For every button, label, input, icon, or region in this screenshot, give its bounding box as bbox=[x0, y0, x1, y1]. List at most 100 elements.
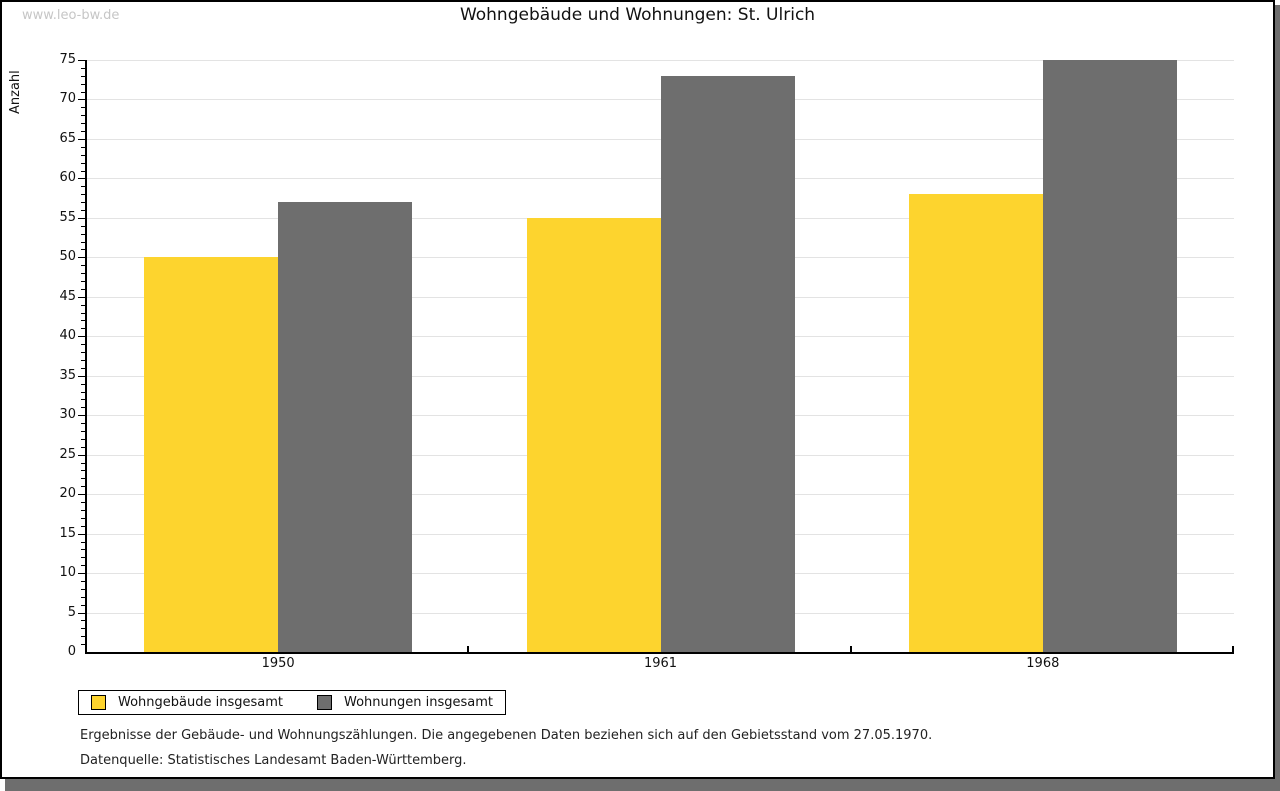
x-tick-label-1961: 1961 bbox=[643, 656, 678, 671]
y-major-tick-45 bbox=[78, 296, 85, 298]
legend-item-1: Wohnungen insgesamt bbox=[317, 695, 493, 710]
legend-item-label: Wohnungen insgesamt bbox=[344, 695, 493, 710]
y-major-tick-55 bbox=[78, 217, 85, 219]
y-minor-tick-9 bbox=[81, 580, 85, 582]
y-minor-tick-43 bbox=[81, 312, 85, 314]
y-minor-tick-59 bbox=[81, 186, 85, 188]
y-minor-tick-31 bbox=[81, 407, 85, 409]
y-minor-tick-47 bbox=[81, 281, 85, 283]
x-tick-label-1968: 1968 bbox=[1026, 656, 1060, 671]
bar-wohnungen-1950 bbox=[278, 202, 413, 652]
y-major-tick-20 bbox=[78, 494, 85, 496]
y-minor-tick-22 bbox=[81, 478, 85, 480]
y-minor-tick-57 bbox=[81, 202, 85, 204]
y-minor-tick-21 bbox=[81, 486, 85, 488]
y-minor-tick-6 bbox=[81, 604, 85, 606]
y-minor-tick-58 bbox=[81, 194, 85, 196]
x-boundary-tick-1 bbox=[467, 646, 470, 652]
bar-wohnungen-1961 bbox=[660, 75, 795, 652]
y-minor-tick-61 bbox=[81, 170, 85, 172]
y-minor-tick-36 bbox=[81, 367, 85, 369]
y-minor-tick-2 bbox=[81, 636, 85, 638]
bar-wohngebaeude-1961 bbox=[526, 217, 661, 652]
y-minor-tick-71 bbox=[81, 91, 85, 93]
y-minor-tick-28 bbox=[81, 431, 85, 432]
y-minor-tick-63 bbox=[81, 154, 85, 156]
y-minor-tick-8 bbox=[81, 588, 85, 590]
y-minor-tick-12 bbox=[81, 557, 85, 559]
footnote-line-2: Datenquelle: Statistisches Landesamt Bad… bbox=[80, 753, 467, 768]
y-minor-tick-38 bbox=[81, 352, 85, 354]
y-minor-tick-64 bbox=[81, 146, 85, 148]
footnote-line-1: Ergebnisse der Gebäude- und Wohnungszähl… bbox=[80, 728, 933, 743]
y-minor-tick-51 bbox=[81, 249, 85, 251]
y-minor-tick-7 bbox=[81, 596, 85, 598]
y-minor-tick-34 bbox=[81, 383, 85, 385]
y-minor-tick-17 bbox=[81, 517, 85, 519]
y-tick-label-15: 15 bbox=[59, 525, 76, 541]
bar-wohngebaeude-1950 bbox=[144, 257, 279, 652]
legend-item-0: Wohngebäude insgesamt bbox=[91, 695, 283, 710]
y-minor-tick-46 bbox=[81, 288, 85, 290]
y-minor-tick-49 bbox=[81, 265, 85, 267]
y-minor-tick-72 bbox=[81, 83, 85, 85]
y-tick-label-45: 45 bbox=[59, 288, 76, 304]
y-minor-tick-68 bbox=[81, 115, 85, 117]
y-minor-tick-33 bbox=[81, 391, 85, 393]
legend-swatch-1 bbox=[317, 695, 332, 710]
y-tick-label-0: 0 bbox=[67, 644, 76, 659]
y-minor-tick-53 bbox=[81, 233, 85, 235]
plot-area: 1950 1961 1968 bbox=[78, 60, 1234, 671]
y-minor-tick-48 bbox=[81, 273, 85, 275]
y-tick-label-75: 75 bbox=[59, 52, 76, 67]
y-minor-tick-18 bbox=[81, 509, 85, 511]
y-axis-tick-labels: 0 5 10 15 20 25 30 35 40 45 50 55 60 65 70 75 bbox=[2, 52, 76, 659]
y-minor-tick-23 bbox=[81, 470, 85, 472]
y-tick-label-55: 55 bbox=[59, 209, 76, 225]
y-minor-tick-39 bbox=[81, 344, 85, 346]
y-minor-tick-3 bbox=[81, 628, 85, 630]
y-minor-tick-37 bbox=[81, 359, 85, 361]
x-tick-label-1950: 1950 bbox=[261, 656, 295, 671]
y-minor-tick-74 bbox=[81, 67, 85, 69]
y-major-tick-50 bbox=[78, 257, 85, 259]
y-tick-label-30: 30 bbox=[59, 407, 76, 423]
window-shadow-bottom bbox=[5, 779, 1280, 791]
y-tick-label-50: 50 bbox=[59, 249, 76, 265]
y-minor-tick-41 bbox=[81, 328, 85, 330]
gridline-y-75 bbox=[87, 60, 1234, 61]
legend-item-label: Wohngebäude insgesamt bbox=[118, 695, 283, 710]
y-major-tick-35 bbox=[78, 375, 85, 377]
y-major-tick-30 bbox=[78, 415, 85, 417]
y-minor-tick-73 bbox=[81, 75, 85, 77]
legend: Wohngebäude insgesamt Wohnungen insgesamt bbox=[78, 690, 506, 715]
y-minor-tick-54 bbox=[81, 225, 85, 227]
y-major-tick-75 bbox=[78, 60, 85, 61]
y-minor-tick-42 bbox=[81, 320, 85, 322]
y-major-tick-15 bbox=[78, 533, 85, 535]
y-tick-label-70: 70 bbox=[59, 91, 76, 107]
y-minor-tick-29 bbox=[81, 423, 85, 425]
y-major-tick-5 bbox=[78, 612, 85, 614]
y-tick-label-35: 35 bbox=[59, 367, 76, 383]
y-minor-tick-67 bbox=[81, 123, 85, 125]
bar-wohngebaeude-1968 bbox=[908, 194, 1043, 652]
y-tick-label-25: 25 bbox=[59, 446, 76, 462]
y-major-tick-25 bbox=[78, 454, 85, 456]
y-minor-tick-26 bbox=[81, 446, 85, 448]
y-tick-label-10: 10 bbox=[59, 565, 76, 581]
y-minor-tick-32 bbox=[81, 399, 85, 401]
y-major-tick-10 bbox=[78, 573, 85, 575]
y-minor-tick-44 bbox=[81, 304, 85, 306]
y-minor-tick-66 bbox=[81, 131, 85, 133]
window-shadow-right bbox=[1275, 5, 1280, 791]
y-major-tick-60 bbox=[78, 178, 85, 180]
y-tick-label-40: 40 bbox=[59, 328, 76, 344]
legend-swatch-0 bbox=[91, 695, 106, 710]
y-tick-label-65: 65 bbox=[59, 130, 76, 146]
x-boundary-tick-2 bbox=[849, 646, 852, 652]
y-tick-label-5: 5 bbox=[67, 604, 76, 620]
y-minor-tick-69 bbox=[81, 107, 85, 109]
y-minor-tick-56 bbox=[81, 209, 85, 211]
